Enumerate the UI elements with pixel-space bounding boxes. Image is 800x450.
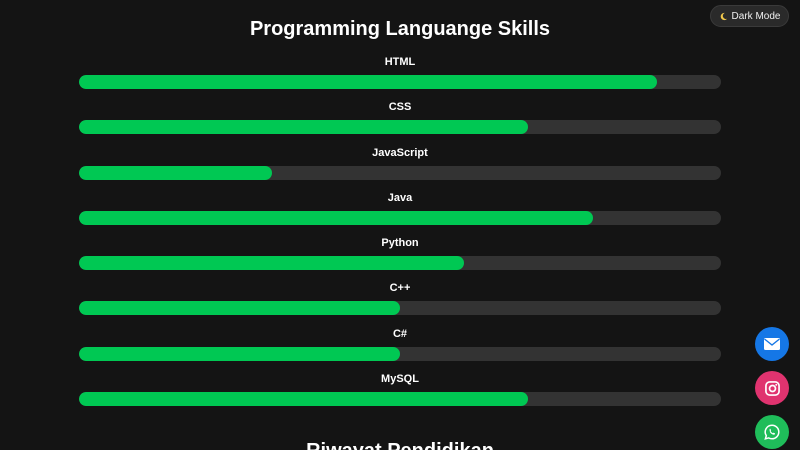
skill-bar-fill — [79, 346, 400, 361]
skill-bar-track — [79, 120, 721, 135]
skill-bar-fill — [79, 120, 529, 135]
skill-label: MySQL — [381, 373, 419, 386]
skill-label: C++ — [389, 282, 411, 295]
section-heading-education: Riwayat Pendidikan — [0, 439, 800, 450]
skill-item: HTML — [79, 55, 721, 100]
skill-bar-fill — [79, 75, 657, 89]
skill-bar-track — [79, 165, 721, 180]
whatsapp-button[interactable] — [755, 415, 789, 449]
instagram-icon — [764, 380, 780, 396]
skill-label: HTML — [384, 56, 416, 68]
skill-bar-fill — [79, 165, 272, 180]
skill-bar-track — [79, 392, 721, 407]
skill-item: CSS — [79, 100, 721, 145]
skill-item: Java — [79, 191, 721, 236]
page-title: Programming Languange Skills — [249, 18, 551, 40]
skill-bar-track — [79, 210, 721, 225]
skill-label: C# — [392, 327, 408, 340]
skill-item: MySQL — [79, 372, 721, 417]
skill-item: C# — [79, 327, 721, 372]
skill-bar-track — [79, 301, 721, 316]
skill-bar-fill — [79, 256, 465, 271]
email-button[interactable] — [755, 327, 789, 361]
skill-bar-track — [79, 346, 721, 361]
skill-label: CSS — [388, 101, 412, 114]
skill-label: JavaScript — [372, 146, 428, 159]
skill-bar-track — [79, 256, 721, 271]
skill-bar-track — [79, 75, 721, 89]
skill-bar-fill — [79, 301, 400, 316]
skill-bar-fill — [79, 210, 593, 225]
dark-mode-toggle[interactable]: Dark Mode — [710, 5, 789, 27]
skill-item: Python — [79, 236, 721, 281]
skill-item: C++ — [79, 281, 721, 326]
dark-mode-label: Dark Mode — [731, 10, 781, 22]
whatsapp-icon — [764, 424, 780, 440]
moon-icon — [719, 12, 728, 21]
mail-icon — [764, 338, 780, 350]
skill-bar-fill — [79, 392, 529, 407]
instagram-button[interactable] — [755, 371, 789, 405]
skill-item: JavaScript — [79, 146, 721, 191]
skill-label: Java — [387, 191, 413, 204]
skill-label: Python — [381, 237, 419, 250]
skills-list: HTML CSS JavaScript Java Python — [79, 55, 721, 417]
